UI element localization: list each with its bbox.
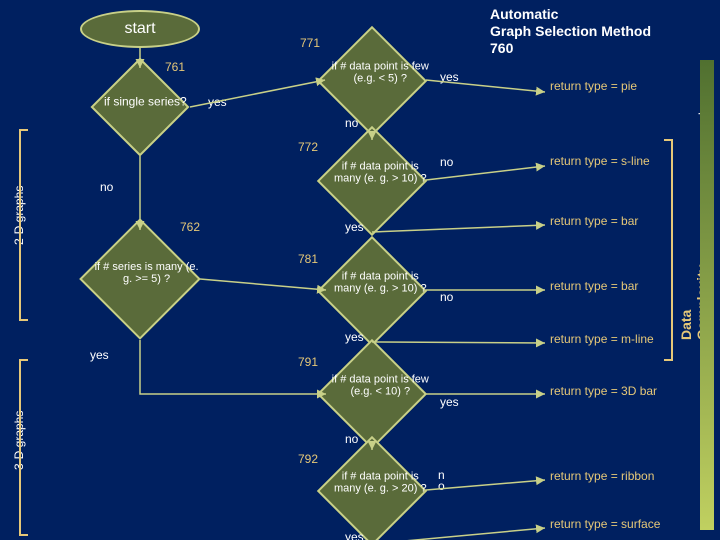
return-surface: return type = surface xyxy=(550,518,660,531)
decision-761-text: if single series? xyxy=(99,95,191,108)
label-2d-graphs: 2-D graphs xyxy=(12,186,26,245)
edge-781-no: no xyxy=(440,290,453,304)
edge-791-yes: yes xyxy=(440,395,459,409)
return-3dbar: return type = 3D bar xyxy=(550,385,657,398)
decision-791: if # data point is few (e.g. < 10) ? xyxy=(317,339,427,449)
edge-761-no: no xyxy=(100,180,113,194)
num-792: 792 xyxy=(298,452,318,466)
decision-792-text: if # data point is many (e. g. > 20) ? xyxy=(329,470,433,494)
num-771: 771 xyxy=(300,36,320,50)
decision-792: if # data point is many (e. g. > 20) ? xyxy=(317,436,427,540)
decision-771: if # data point is few (e.g. < 5) ? xyxy=(317,26,427,136)
num-762: 762 xyxy=(180,220,200,234)
edge-791-no: no xyxy=(345,432,358,446)
edge-772-yes: yes xyxy=(345,220,364,234)
decision-762: if # series is many (e. g. >= 5) ? xyxy=(79,218,201,340)
num-791: 791 xyxy=(298,355,318,369)
num-781: 781 xyxy=(298,252,318,266)
decision-791-text: if # data point is few (e.g. < 10) ? xyxy=(329,373,433,397)
return-pie: return type = pie xyxy=(550,80,637,93)
edge-771-yes: yes xyxy=(440,70,459,84)
edge-761-yes: yes xyxy=(208,95,227,109)
return-sline: return type = s-line xyxy=(550,155,650,168)
start-node: start xyxy=(80,10,200,48)
title: Automatic Graph Selection Method 760 xyxy=(490,6,651,56)
num-761: 761 xyxy=(165,60,185,74)
edge-781-yes: yes xyxy=(345,330,364,344)
decision-771-text: if # data point is few (e.g. < 5) ? xyxy=(329,60,433,84)
decision-781-text: if # data point is many (e. g. > 10) ? xyxy=(329,270,433,294)
edge-772-no: no xyxy=(440,155,453,169)
flowchart-canvas: Automatic Graph Selection Method 760 sta… xyxy=(0,0,720,540)
edge-792-yes: yes xyxy=(345,530,364,540)
return-bar1: return type = bar xyxy=(550,215,638,228)
return-mline: return type = m-line xyxy=(550,333,654,346)
decision-772: if # data point is many (e. g. > 10) ? xyxy=(317,126,427,236)
return-bar2: return type = bar xyxy=(550,280,638,293)
label-3d-graphs: 3-D graphs xyxy=(12,411,26,470)
decision-772-text: if # data point is many (e. g. > 10) ? xyxy=(329,160,433,184)
complexity-bar xyxy=(700,60,714,530)
decision-781: if # data point is many (e. g. > 10) ? xyxy=(317,236,427,346)
edge-792-no: n o xyxy=(438,470,445,492)
edge-771-no: no xyxy=(345,116,358,130)
return-ribbon: return type = ribbon xyxy=(550,470,654,483)
num-772: 772 xyxy=(298,140,318,154)
start-label: start xyxy=(124,20,155,38)
decision-762-text: if # series is many (e. g. >= 5) ? xyxy=(89,261,204,285)
edge-762-yes: yes xyxy=(90,348,109,362)
